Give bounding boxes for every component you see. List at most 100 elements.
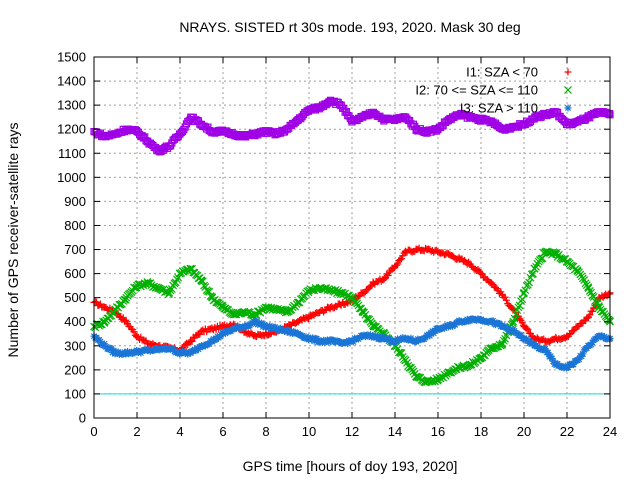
y-tick-label: 1400 <box>57 74 86 89</box>
data-point-interp <box>394 260 402 268</box>
x-tick-label: 2 <box>133 424 140 439</box>
series-3 <box>90 315 614 372</box>
data-point-interp <box>487 344 496 353</box>
data-point-interp <box>566 330 574 338</box>
data-point-interp <box>561 334 569 342</box>
chart-title: NRAYS. SISTED rt 30s mode. 193, 2020. Ma… <box>179 19 520 35</box>
data-point-interp <box>305 315 313 323</box>
data-point-interp <box>196 330 204 338</box>
data-point-interp <box>122 316 130 324</box>
y-tick-label: 200 <box>64 362 86 377</box>
x-tick-label: 18 <box>474 424 488 439</box>
data-point-interp <box>434 248 442 256</box>
x-tick-label: 22 <box>560 424 574 439</box>
x-tick-label: 0 <box>90 424 97 439</box>
data-point-interp <box>261 303 270 312</box>
data-point-interp <box>575 268 583 277</box>
data-point-interp <box>121 295 130 304</box>
y-tick-label: 800 <box>64 218 86 233</box>
data-point-interp <box>491 343 500 351</box>
legend-label: I1: SZA < 70 <box>466 65 538 80</box>
data-point-interp <box>409 367 418 376</box>
data-point-interp <box>588 307 596 315</box>
data-point-interp <box>303 314 311 322</box>
y-tick-label: 400 <box>64 314 86 329</box>
data-point-interp <box>422 244 430 252</box>
series-layer <box>90 96 614 387</box>
series-4 <box>90 96 614 156</box>
data-point-interp <box>365 315 374 324</box>
data-point-interp <box>502 296 510 304</box>
x-axis-label: GPS time [hours of doy 193, 2020] <box>243 458 458 474</box>
data-point-interp <box>523 324 531 332</box>
y-axis-label: Number of GPS receiver-satellite rays <box>5 123 21 358</box>
x-tick-label: 24 <box>603 424 617 439</box>
data-point-interp <box>584 283 592 292</box>
data-point-interp <box>604 110 612 118</box>
x-tick-label: 16 <box>431 424 445 439</box>
data-point-interp <box>525 278 534 287</box>
data-point-interp <box>474 265 482 273</box>
data-point-interp <box>523 280 532 289</box>
data-point-interp <box>524 325 532 333</box>
data-point-interp <box>569 327 577 335</box>
data-point-interp <box>487 279 495 287</box>
data-point-interp <box>501 293 509 301</box>
x-tick-label: 10 <box>302 424 316 439</box>
data-point-interp <box>205 287 214 296</box>
legend-label: I2: 70 <= SZA <= 110 <box>415 83 538 98</box>
data-point-interp <box>360 308 368 317</box>
x-tick-label: 8 <box>262 424 269 439</box>
data-point-interp <box>515 301 524 310</box>
y-tick-label: 300 <box>64 338 86 353</box>
data-point-interp <box>510 314 519 323</box>
y-tick-label: 600 <box>64 266 86 281</box>
data-point-interp <box>397 255 405 263</box>
data-point-interp <box>212 298 221 307</box>
data-point-interp <box>516 315 524 323</box>
y-tick-label: 900 <box>64 194 86 209</box>
data-point-interp <box>384 272 392 280</box>
data-point-interp <box>521 286 530 295</box>
data-point-interp <box>185 338 193 346</box>
data-point-interp <box>498 340 506 349</box>
legend-marker <box>564 86 572 94</box>
legend: I1: SZA < 70 I2: 70 <= SZA <= 110 I3: SZA … <box>415 65 572 116</box>
axis-ticks: 0 2 4 6 8 10 12 14 16 18 20 22 240100200300400500600… <box>57 50 617 440</box>
data-point-interp <box>251 331 259 339</box>
data-point-interp <box>360 289 368 297</box>
legend-marker <box>564 68 572 76</box>
x-tick-label: 14 <box>388 424 402 439</box>
y-tick-label: 700 <box>64 242 86 257</box>
data-point-interp <box>396 256 404 264</box>
y-tick-label: 500 <box>64 290 86 305</box>
data-point-interp <box>599 307 608 316</box>
legend-marker <box>564 104 572 112</box>
y-tick-label: 1500 <box>57 50 86 65</box>
data-point-interp <box>398 352 407 361</box>
x-tick-label: 12 <box>345 424 359 439</box>
data-point-interp <box>142 337 150 345</box>
data-point-interp <box>120 295 129 304</box>
data-point-interp <box>322 283 331 292</box>
y-tick-label: 100 <box>64 386 86 401</box>
legend-label: I3: SZA > 110 <box>460 101 538 116</box>
data-point-interp <box>455 254 463 262</box>
data-point-interp <box>188 337 196 345</box>
y-tick-label: 0 <box>79 411 86 426</box>
data-point-interp <box>508 319 517 328</box>
data-point-interp <box>368 282 376 290</box>
data-point-interp <box>260 332 268 340</box>
x-tick-label: 4 <box>176 424 183 439</box>
data-point-interp <box>197 327 205 335</box>
y-tick-label: 1100 <box>58 146 86 161</box>
data-point-interp <box>392 261 400 269</box>
x-tick-label: 20 <box>517 424 531 439</box>
y-tick-label: 1200 <box>57 122 86 137</box>
x-tick-label: 6 <box>219 424 226 439</box>
data-point-interp <box>130 328 138 336</box>
y-tick-label: 1000 <box>57 170 86 185</box>
y-tick-label: 1300 <box>57 98 86 113</box>
data-point-interp <box>497 288 505 296</box>
